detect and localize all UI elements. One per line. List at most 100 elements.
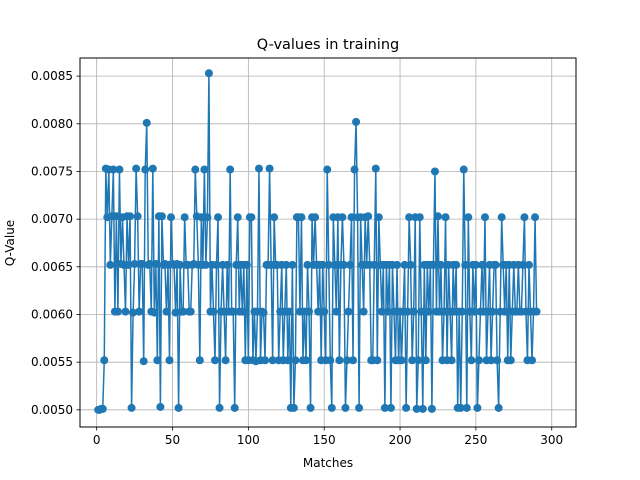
data-point — [132, 164, 141, 173]
data-point — [171, 308, 180, 317]
data-point — [364, 212, 373, 221]
data-point — [215, 403, 224, 412]
data-point — [268, 356, 277, 365]
data-point — [203, 213, 212, 222]
y-tick-label: 0.0075 — [31, 164, 73, 178]
data-point — [135, 307, 144, 316]
y-tick-label: 0.0055 — [31, 355, 73, 369]
data-point — [344, 307, 353, 316]
data-point — [142, 118, 151, 127]
data-point — [402, 403, 411, 412]
data-point — [447, 356, 456, 365]
y-tick-label: 0.0070 — [31, 212, 73, 226]
data-point — [121, 307, 130, 316]
data-point — [165, 356, 174, 365]
data-point — [167, 213, 176, 222]
data-point — [347, 213, 356, 222]
data-point — [318, 260, 327, 269]
data-point — [112, 212, 121, 221]
data-point — [342, 356, 351, 365]
data-point — [400, 260, 409, 269]
data-point — [289, 403, 298, 412]
data-point — [374, 213, 383, 222]
data-point — [373, 356, 382, 365]
data-point — [470, 307, 479, 316]
data-point — [157, 212, 166, 221]
data-point — [238, 307, 247, 316]
data-point — [326, 356, 335, 365]
data-point — [145, 259, 154, 268]
data-point — [352, 117, 361, 126]
data-point — [212, 260, 221, 269]
data-point — [130, 259, 139, 268]
data-point — [341, 403, 350, 412]
y-axis-label: Q-Value — [3, 220, 17, 266]
data-point — [458, 307, 467, 316]
data-point — [209, 307, 218, 316]
data-point — [283, 356, 292, 365]
data-point — [259, 308, 268, 317]
data-point — [176, 260, 185, 269]
data-point — [386, 403, 395, 412]
y-tick-label: 0.0085 — [31, 69, 73, 83]
data-point — [441, 213, 450, 222]
data-point — [520, 213, 529, 222]
data-point — [214, 213, 223, 222]
data-point — [477, 260, 486, 269]
data-point — [327, 403, 336, 412]
data-point — [223, 260, 232, 269]
data-point — [345, 260, 354, 269]
data-point — [433, 212, 442, 221]
data-point — [98, 404, 107, 413]
data-point — [282, 260, 291, 269]
data-point — [473, 403, 482, 412]
y-tick-label: 0.0065 — [31, 260, 73, 274]
data-point — [506, 356, 515, 365]
x-axis: 0 50 100 150 200 250 300 — [93, 427, 563, 447]
data-point — [141, 165, 150, 174]
data-point — [418, 404, 427, 413]
data-point — [488, 307, 497, 316]
data-point — [429, 260, 438, 269]
data-point — [302, 356, 311, 365]
data-point — [397, 356, 406, 365]
data-point — [430, 167, 439, 176]
data-point — [461, 260, 470, 269]
x-tick-label: 0 — [93, 433, 101, 447]
data-point — [129, 308, 138, 317]
data-point — [133, 212, 142, 221]
data-point — [405, 213, 414, 222]
data-point — [462, 403, 471, 412]
y-tick-label: 0.0060 — [31, 307, 73, 321]
data-point — [211, 356, 219, 365]
data-point — [106, 260, 115, 269]
data-point — [204, 69, 213, 78]
data-point — [355, 403, 364, 412]
x-axis-label: Matches — [303, 456, 353, 470]
data-point — [414, 356, 423, 365]
data-point — [324, 260, 333, 269]
data-point — [412, 404, 421, 413]
data-point — [148, 164, 157, 173]
data-point — [417, 307, 426, 316]
data-point — [350, 165, 359, 174]
x-tick-label: 100 — [237, 433, 260, 447]
data-point — [306, 403, 315, 412]
data-point — [524, 260, 533, 269]
data-point — [409, 307, 418, 316]
data-point — [393, 260, 402, 269]
data-point — [229, 307, 238, 316]
x-tick-label: 50 — [165, 433, 180, 447]
data-point — [500, 307, 509, 316]
data-point — [126, 212, 135, 221]
data-point — [440, 307, 449, 316]
data-point — [459, 165, 468, 174]
data-point — [297, 213, 306, 222]
data-point — [179, 307, 188, 316]
data-point — [261, 356, 270, 365]
data-point — [200, 165, 209, 174]
data-point — [323, 165, 332, 174]
data-point — [452, 260, 461, 269]
data-point — [421, 356, 430, 365]
data-point — [233, 213, 242, 222]
